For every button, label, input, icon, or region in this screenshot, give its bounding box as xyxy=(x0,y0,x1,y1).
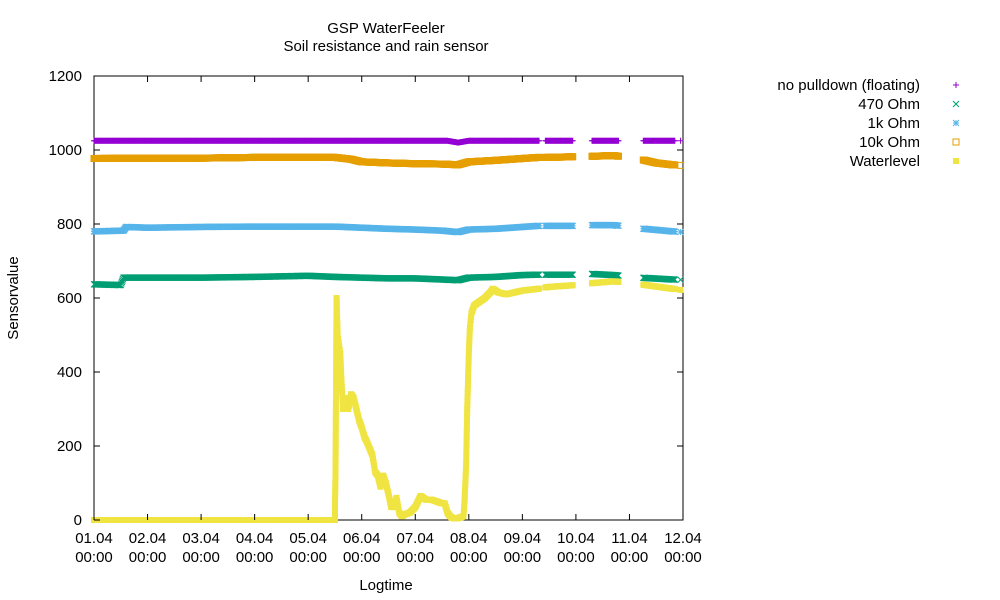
series-1-point xyxy=(535,271,543,279)
legend-label: 1k Ohm xyxy=(867,115,920,132)
x-tick-label-time: 00:00 xyxy=(289,549,327,566)
x-tick-label-time: 00:00 xyxy=(396,549,434,566)
series-1-point xyxy=(671,276,679,283)
series-2-markers xyxy=(90,221,684,236)
legend-marker xyxy=(952,138,960,146)
legend-item-4: Waterlevel xyxy=(850,153,959,170)
series-3-markers xyxy=(90,152,685,169)
x-tick-label-date: 06.04 xyxy=(343,530,381,547)
series-2-point xyxy=(671,228,679,235)
series-2-point xyxy=(615,222,622,230)
series-4-point xyxy=(536,285,543,292)
x-tick-label-time: 00:00 xyxy=(450,549,488,566)
chart-subtitle: Soil resistance and rain sensor xyxy=(283,38,488,55)
y-tick-label: 1200 xyxy=(49,68,82,85)
x-tick-label-date: 04.04 xyxy=(236,530,274,547)
series-1-point xyxy=(569,271,577,279)
series-4-point xyxy=(671,286,678,293)
y-tick-label: 400 xyxy=(57,364,82,381)
series-2-point xyxy=(677,228,684,236)
y-tick-label: 200 xyxy=(57,438,82,455)
series-2-point xyxy=(569,222,577,230)
legend-item-3: 10k Ohm xyxy=(859,134,960,151)
x-tick-label-time: 00:00 xyxy=(236,549,274,566)
y-tick-label: 1000 xyxy=(49,142,82,159)
x-tick-label-date: 02.04 xyxy=(129,530,167,547)
data-markers xyxy=(90,137,685,523)
x-tick-label-date: 12.04 xyxy=(664,530,702,547)
series-1-markers xyxy=(90,270,684,289)
x-tick-label-time: 00:00 xyxy=(611,549,649,566)
series-4-markers xyxy=(91,278,684,523)
chart-title: GSP WaterFeeler xyxy=(327,20,445,37)
y-tick-label: 600 xyxy=(57,290,82,307)
series-0-point xyxy=(677,137,684,144)
x-tick-label-date: 09.04 xyxy=(504,530,542,547)
x-tick-label-time: 00:00 xyxy=(557,549,595,566)
series-1-point xyxy=(615,272,622,279)
x-tick-label-time: 00:00 xyxy=(664,549,702,566)
legend-label: 470 Ohm xyxy=(858,96,920,113)
x-axis-label: Logtime xyxy=(359,577,412,594)
series-4-point xyxy=(615,278,622,285)
legend-marker xyxy=(953,82,959,88)
y-axis-label: Sensorvalue xyxy=(5,256,22,339)
x-tick-label-date: 01.04 xyxy=(75,530,113,547)
x-tick-label-date: 10.04 xyxy=(557,530,595,547)
y-tick-label: 0 xyxy=(74,512,82,529)
series-2-point xyxy=(535,222,543,230)
x-tick-label-date: 08.04 xyxy=(450,530,488,547)
x-tick-label-time: 00:00 xyxy=(129,549,167,566)
legend-label: 10k Ohm xyxy=(859,134,920,151)
legend-item-1: 470 Ohm xyxy=(858,96,960,113)
x-tick-label-date: 07.04 xyxy=(396,530,434,547)
x-tick-label-date: 11.04 xyxy=(611,530,647,547)
legend-marker xyxy=(953,158,959,164)
legend-item-0: no pulldown (floating) xyxy=(777,77,959,94)
legend-item-2: 1k Ohm xyxy=(867,115,960,132)
x-tick-label-time: 00:00 xyxy=(504,549,542,566)
x-tick-label-date: 05.04 xyxy=(289,530,327,547)
series-0-point xyxy=(671,137,678,144)
series-4-point xyxy=(677,286,684,293)
legend-label: no pulldown (floating) xyxy=(777,77,920,94)
legend: no pulldown (floating) 470 Ohm 1k Ohm 10k O… xyxy=(777,77,960,170)
series-0-point xyxy=(615,137,622,144)
legend-label: Waterlevel xyxy=(850,153,920,170)
series-0-markers xyxy=(91,137,684,146)
series-4-point xyxy=(569,282,576,289)
x-tick-label-time: 00:00 xyxy=(343,549,381,566)
series-1-point xyxy=(677,276,684,284)
x-tick-label-date: 03.04 xyxy=(182,530,220,547)
x-tick-label-time: 00:00 xyxy=(75,549,113,566)
x-tick-label-time: 00:00 xyxy=(182,549,220,566)
y-tick-label: 800 xyxy=(57,216,82,233)
series-0-point xyxy=(536,137,543,144)
legend-marker xyxy=(952,100,960,108)
series-0-point xyxy=(569,137,576,144)
legend-marker xyxy=(952,119,960,127)
